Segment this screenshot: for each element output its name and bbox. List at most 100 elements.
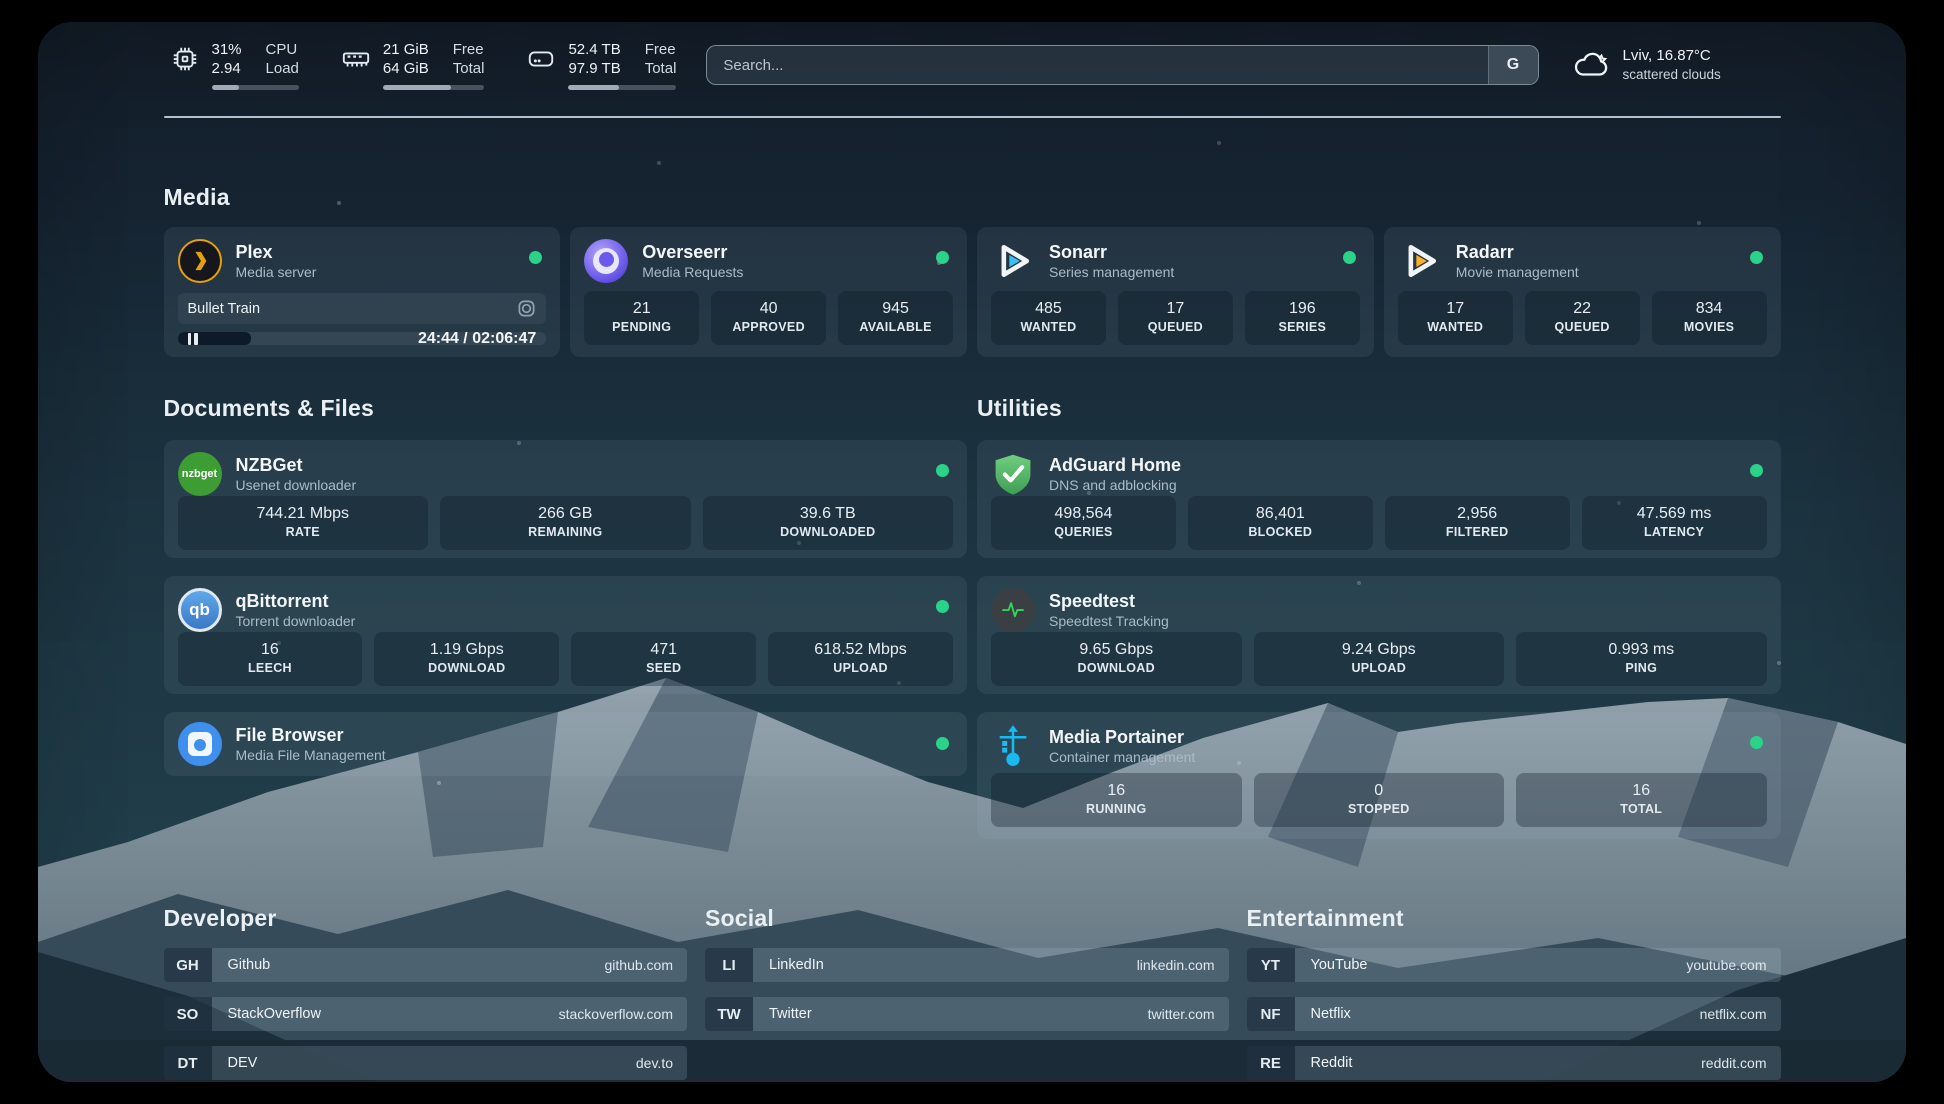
reddit-icon: RE (1247, 1046, 1295, 1080)
status-dot (936, 251, 949, 264)
ram-icon (341, 44, 371, 74)
stat-queued: 22QUEUED (1525, 291, 1640, 345)
service-card-filebrowser[interactable]: File Browser Media File Management (164, 712, 968, 776)
memory-stat: 21 GiB 64 GiB Free Total (341, 40, 485, 90)
system-stats: 31% 2.94 CPU Load (164, 40, 677, 90)
service-title: Radarr (1456, 241, 1579, 263)
dashboard-screen: 31% 2.94 CPU Load (38, 22, 1906, 1082)
now-playing-row: Bullet Train (178, 293, 547, 324)
status-dot (1750, 251, 1763, 264)
entertainment-links: Entertainment YT YouTube youtube.com NF … (1247, 905, 1781, 1082)
service-subtitle: Media Requests (642, 263, 743, 281)
stackoverflow-icon: SO (164, 997, 212, 1031)
search-bar: G (706, 45, 1538, 85)
link-name: StackOverflow (212, 997, 559, 1031)
sonarr-icon (991, 239, 1035, 283)
stat-approved: 40APPROVED (711, 291, 826, 345)
service-subtitle: Container management (1049, 748, 1195, 766)
link-name: LinkedIn (753, 948, 1137, 982)
service-title: Media Portainer (1049, 726, 1195, 748)
stat-stopped: 0STOPPED (1254, 773, 1505, 827)
link-linkedin[interactable]: LI LinkedIn linkedin.com (705, 948, 1229, 982)
session-stop-icon[interactable] (517, 299, 536, 318)
service-card-qbittorrent[interactable]: qb qBittorrent Torrent downloader 16LEEC… (164, 576, 968, 694)
documents-column: Documents & Files nzbget NZBGet Usenet d… (164, 395, 968, 776)
twitter-icon: TW (705, 997, 753, 1031)
header-divider (164, 116, 1781, 118)
media-cards: Plex Media server Bullet Train (164, 227, 1781, 357)
status-dot (936, 600, 949, 613)
disk-total-label: Total (645, 59, 677, 78)
service-card-plex[interactable]: Plex Media server Bullet Train (164, 227, 561, 357)
service-subtitle: DNS and adblocking (1049, 476, 1181, 494)
link-dev[interactable]: DT DEV dev.to (164, 1046, 688, 1080)
service-card-portainer[interactable]: Media Portainer Container management 16R… (977, 712, 1781, 839)
qbittorrent-icon: qb (178, 588, 222, 632)
service-card-speedtest[interactable]: Speedtest Speedtest Tracking 9.65 GbpsDO… (977, 576, 1781, 694)
search-input[interactable] (707, 46, 1487, 84)
disk-total: 97.9 TB (568, 59, 620, 78)
adguard-icon (991, 452, 1035, 496)
stat-total: 16TOTAL (1516, 773, 1767, 827)
ram-total: 64 GiB (383, 59, 429, 78)
link-twitter[interactable]: TW Twitter twitter.com (705, 997, 1229, 1031)
link-name: YouTube (1295, 948, 1687, 982)
disk-stat: 52.4 TB 97.9 TB Free Total (526, 40, 676, 90)
link-domain: linkedin.com (1137, 948, 1229, 982)
overseerr-icon (584, 239, 628, 283)
section-title-social: Social (705, 905, 1229, 932)
stat-wanted: 17WANTED (1398, 291, 1513, 345)
portainer-icon (991, 724, 1035, 768)
service-subtitle: Series management (1049, 263, 1174, 281)
stat-series: 196SERIES (1245, 291, 1360, 345)
stat-pending: 21PENDING (584, 291, 699, 345)
stat-seed: 471SEED (571, 632, 756, 686)
disk-free: 52.4 TB (568, 40, 620, 59)
service-title: qBittorrent (236, 590, 356, 612)
github-icon: GH (164, 948, 212, 982)
service-subtitle: Movie management (1456, 263, 1579, 281)
service-card-adguard[interactable]: AdGuard Home DNS and adblocking 498,564Q… (977, 440, 1781, 558)
service-title: Overseerr (642, 241, 743, 263)
service-title: Speedtest (1049, 590, 1169, 612)
load-label: Load (266, 59, 299, 78)
link-domain: stackoverflow.com (559, 997, 687, 1031)
stat-downloaded: 39.6 TBDOWNLOADED (703, 496, 954, 550)
stat-wanted: 485WANTED (991, 291, 1106, 345)
service-card-overseerr[interactable]: Overseerr Media Requests 21PENDING 40APP… (570, 227, 967, 357)
service-card-sonarr[interactable]: Sonarr Series management 485WANTED 17QUE… (977, 227, 1374, 357)
cpu-load-value: 2.94 (212, 59, 242, 78)
link-reddit[interactable]: RE Reddit reddit.com (1247, 1046, 1781, 1080)
link-netflix[interactable]: NF Netflix netflix.com (1247, 997, 1781, 1031)
service-card-radarr[interactable]: Radarr Movie management 17WANTED 22QUEUE… (1384, 227, 1781, 357)
status-dot (1750, 464, 1763, 477)
radarr-icon (1398, 239, 1442, 283)
stat-running: 16RUNNING (991, 773, 1242, 827)
link-youtube[interactable]: YT YouTube youtube.com (1247, 948, 1781, 982)
link-domain: dev.to (636, 1046, 687, 1080)
stat-movies: 834MOVIES (1652, 291, 1767, 345)
service-card-nzbget[interactable]: nzbget NZBGet Usenet downloader 744.21 M… (164, 440, 968, 558)
cpu-progress (212, 85, 299, 90)
weather-location-temp: Lviv, 16.87°C (1623, 46, 1721, 66)
status-dot (936, 464, 949, 477)
ram-total-label: Total (453, 59, 485, 78)
disk-progress (568, 85, 676, 90)
stat-queued: 17QUEUED (1118, 291, 1233, 345)
disk-icon (526, 44, 556, 74)
disk-free-label: Free (645, 40, 677, 59)
stat-blocked: 86,401BLOCKED (1188, 496, 1373, 550)
ram-free-label: Free (453, 40, 485, 59)
link-github[interactable]: GH Github github.com (164, 948, 688, 982)
status-dot (1343, 251, 1356, 264)
section-title-utilities: Utilities (977, 395, 1781, 422)
section-title-developer: Developer (164, 905, 688, 932)
service-subtitle: Usenet downloader (236, 476, 357, 494)
playback-progress: 24:44 / 02:06:47 (178, 332, 547, 345)
search-provider-button[interactable]: G (1488, 46, 1538, 84)
stat-latency: 47.569 msLATENCY (1582, 496, 1767, 550)
link-stackoverflow[interactable]: SO StackOverflow stackoverflow.com (164, 997, 688, 1031)
cpu-label: CPU (266, 40, 299, 59)
weather-widget[interactable]: Lviv, 16.87°C scattered clouds (1573, 46, 1781, 84)
link-name: Github (212, 948, 605, 982)
